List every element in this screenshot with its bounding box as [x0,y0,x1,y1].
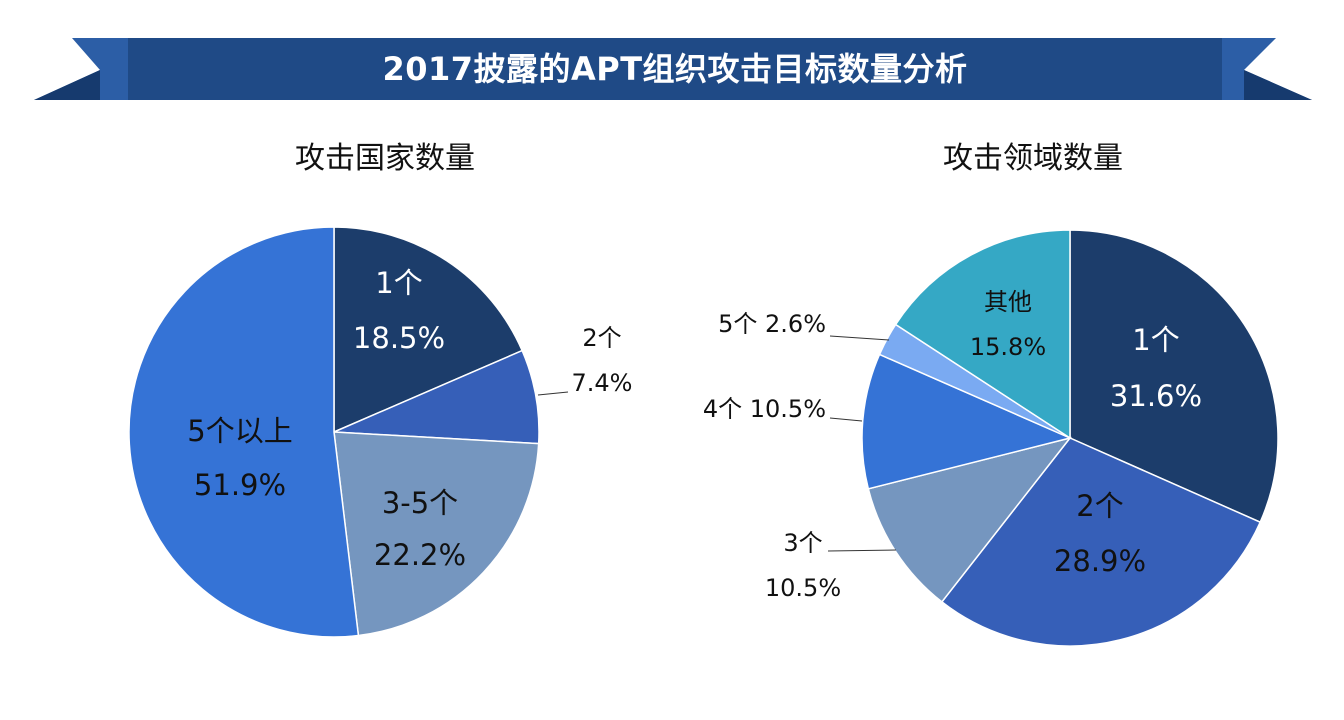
pie2-percent-label-3: 10.5% [765,574,841,602]
pie1-percent-label-3: 22.2% [374,538,466,572]
pie1-category-label-4: 5个以上 [187,414,292,448]
chart-title-countries: 攻击国家数量 [295,141,475,176]
pie2-percent-label-1: 31.6% [1110,379,1202,413]
title-banner [34,38,1312,100]
pie2-slice-2 [940,437,1262,647]
pie1-slice-3 [333,431,540,637]
pie1-category-label-1: 1个 [375,266,422,300]
pie1-slice-1 [333,226,524,434]
pie2-category-label-3: 3个 [783,529,822,557]
pie2-percent-label-6: 15.8% [970,333,1046,361]
banner-ribbon-left-fold [34,70,100,100]
pie2-leader-3 [827,549,897,552]
pie2-slice-1 [1069,229,1279,524]
pie1-percent-label-2: 7.4% [572,369,633,397]
pie1-slice-4 [128,226,360,638]
pie1-percent-label-1: 18.5% [353,321,445,355]
pie2-leader-5 [829,335,890,341]
banner-bar [128,38,1222,100]
pie2-slice-3 [867,436,1072,603]
banner-ribbon-right [1220,38,1312,100]
pie2-slice-4 [861,353,1073,490]
pie1-leader-2 [537,391,569,396]
page-title: 2017披露的APT组织攻击目标数量分析 [382,50,968,88]
pie1-category-label-2: 2个 [582,324,621,352]
banner-ribbon-left [34,38,130,100]
pie2-category-label-6: 其他 [984,288,1032,316]
chart-title-sectors: 攻击领域数量 [943,141,1123,176]
pie2-data-label-4: 4个 10.5% [703,395,826,423]
pie1-percent-label-4: 51.9% [194,468,286,502]
pie1-category-label-3: 3-5个 [382,486,458,520]
pie2-category-label-2: 2个 [1076,489,1123,523]
pie2-data-label-5: 5个 2.6% [718,310,826,338]
banner-ribbon-right-fold [1244,70,1312,100]
pie2-percent-label-2: 28.9% [1054,544,1146,578]
pie2-slice-6 [894,229,1071,440]
pie2-leader-4 [829,417,863,422]
pie2-category-label-1: 1个 [1132,323,1179,357]
